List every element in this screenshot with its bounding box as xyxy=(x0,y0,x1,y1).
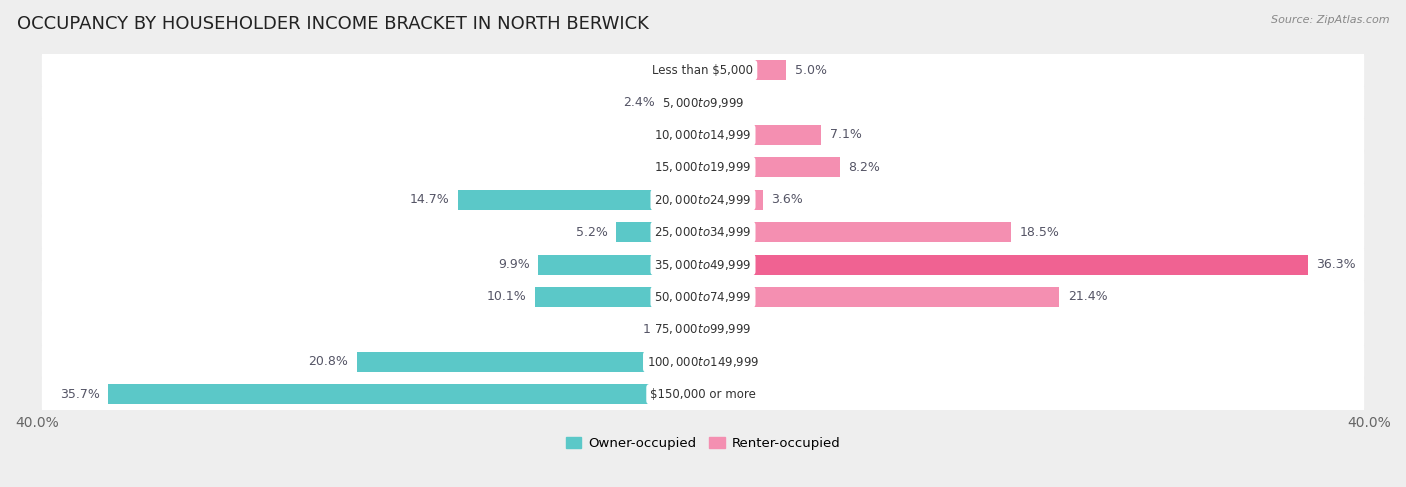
Text: 0.0%: 0.0% xyxy=(711,96,744,109)
Text: 36.3%: 36.3% xyxy=(1316,258,1355,271)
Bar xyxy=(458,190,703,210)
FancyBboxPatch shape xyxy=(42,209,1364,256)
Text: 20.8%: 20.8% xyxy=(308,356,349,368)
Bar xyxy=(538,255,703,275)
Bar xyxy=(703,190,763,210)
Bar xyxy=(534,287,703,307)
FancyBboxPatch shape xyxy=(42,241,1364,288)
Bar xyxy=(703,125,821,145)
FancyBboxPatch shape xyxy=(42,144,1364,191)
Legend: Owner-occupied, Renter-occupied: Owner-occupied, Renter-occupied xyxy=(565,437,841,450)
FancyBboxPatch shape xyxy=(42,112,1364,158)
Bar xyxy=(357,352,703,372)
Text: 35.7%: 35.7% xyxy=(60,388,100,401)
Text: 0.0%: 0.0% xyxy=(662,64,695,76)
Bar xyxy=(703,287,1059,307)
Text: 7.1%: 7.1% xyxy=(830,129,862,141)
FancyBboxPatch shape xyxy=(42,176,1364,223)
FancyBboxPatch shape xyxy=(42,338,1364,385)
Text: 21.4%: 21.4% xyxy=(1067,290,1108,303)
Text: 0.0%: 0.0% xyxy=(662,161,695,174)
Text: Source: ZipAtlas.com: Source: ZipAtlas.com xyxy=(1271,15,1389,25)
FancyBboxPatch shape xyxy=(42,306,1364,353)
Text: OCCUPANCY BY HOUSEHOLDER INCOME BRACKET IN NORTH BERWICK: OCCUPANCY BY HOUSEHOLDER INCOME BRACKET … xyxy=(17,15,648,33)
Text: $20,000 to $24,999: $20,000 to $24,999 xyxy=(654,193,752,207)
Text: $15,000 to $19,999: $15,000 to $19,999 xyxy=(654,160,752,174)
Bar xyxy=(703,255,1308,275)
Bar xyxy=(703,157,839,177)
Text: $150,000 or more: $150,000 or more xyxy=(650,388,756,401)
FancyBboxPatch shape xyxy=(42,47,1364,94)
FancyBboxPatch shape xyxy=(42,274,1364,320)
Text: 18.5%: 18.5% xyxy=(1019,225,1059,239)
Text: 1.2%: 1.2% xyxy=(643,323,675,336)
Text: $100,000 to $149,999: $100,000 to $149,999 xyxy=(647,355,759,369)
FancyBboxPatch shape xyxy=(42,79,1364,126)
Text: 0.0%: 0.0% xyxy=(711,356,744,368)
Bar xyxy=(664,93,703,112)
Bar xyxy=(616,222,703,242)
Text: 5.0%: 5.0% xyxy=(794,64,827,76)
Text: 8.2%: 8.2% xyxy=(848,161,880,174)
FancyBboxPatch shape xyxy=(42,371,1364,417)
Text: 3.6%: 3.6% xyxy=(772,193,803,206)
Bar xyxy=(108,384,703,404)
Bar xyxy=(703,60,786,80)
Bar xyxy=(683,319,703,339)
Text: $5,000 to $9,999: $5,000 to $9,999 xyxy=(662,95,744,110)
Text: 14.7%: 14.7% xyxy=(411,193,450,206)
Bar xyxy=(703,222,1011,242)
Text: $75,000 to $99,999: $75,000 to $99,999 xyxy=(654,322,752,337)
Text: 0.0%: 0.0% xyxy=(711,323,744,336)
Text: 2.4%: 2.4% xyxy=(623,96,655,109)
Text: 9.9%: 9.9% xyxy=(498,258,530,271)
Text: Less than $5,000: Less than $5,000 xyxy=(652,64,754,76)
Text: 0.0%: 0.0% xyxy=(662,129,695,141)
Text: 0.0%: 0.0% xyxy=(711,388,744,401)
Text: $35,000 to $49,999: $35,000 to $49,999 xyxy=(654,258,752,272)
Text: $25,000 to $34,999: $25,000 to $34,999 xyxy=(654,225,752,239)
Text: 5.2%: 5.2% xyxy=(576,225,607,239)
Text: 10.1%: 10.1% xyxy=(486,290,526,303)
Text: $50,000 to $74,999: $50,000 to $74,999 xyxy=(654,290,752,304)
Text: $10,000 to $14,999: $10,000 to $14,999 xyxy=(654,128,752,142)
